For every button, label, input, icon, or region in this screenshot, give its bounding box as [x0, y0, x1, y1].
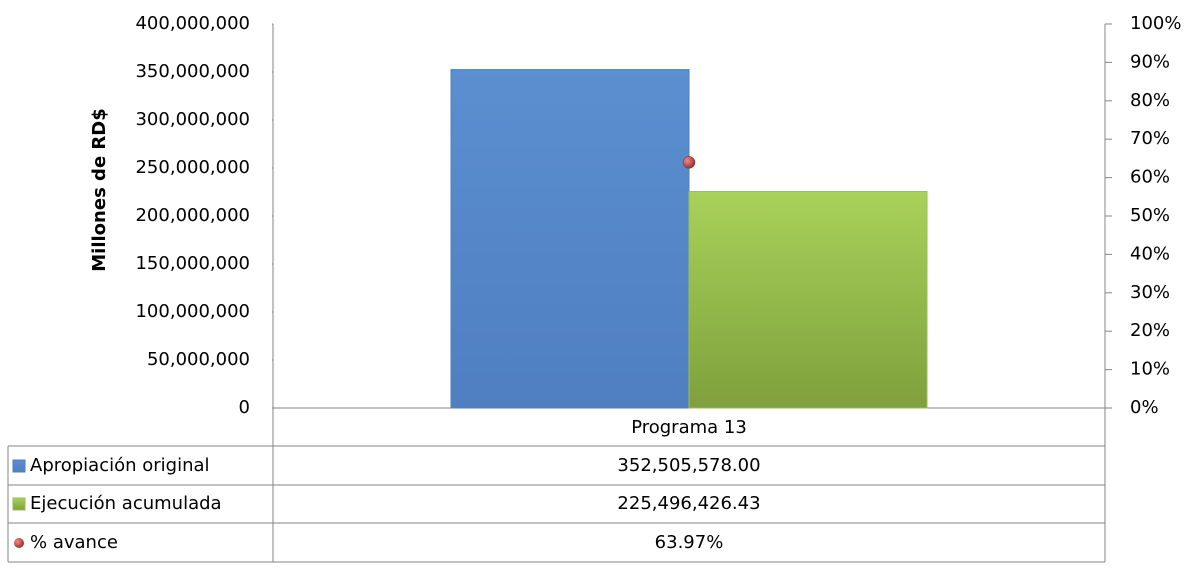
- table-value: 352,505,578.00: [617, 455, 760, 476]
- bar: [688, 191, 928, 409]
- y2-tick-label: 100%: [1130, 13, 1181, 34]
- legend-key: [12, 497, 26, 511]
- y-tick-label: 150,000,000: [135, 253, 250, 274]
- y2-tick-label: 80%: [1130, 90, 1170, 111]
- y2-tick-label: 30%: [1130, 282, 1170, 303]
- data-table: [7, 445, 1105, 563]
- y2-tick-label: 90%: [1130, 51, 1170, 72]
- x-tick-label: Programa 13: [631, 417, 747, 438]
- y2-tick-label: 0%: [1130, 397, 1159, 418]
- y-tick-label: 350,000,000: [135, 61, 250, 82]
- y-tick-label: 400,000,000: [135, 13, 250, 34]
- legend-key: [12, 459, 26, 473]
- y-tick-label: 250,000,000: [135, 157, 250, 178]
- y2-tick-label: 40%: [1130, 243, 1170, 264]
- legend-key: [14, 538, 24, 548]
- y-tick-label: 50,000,000: [147, 349, 250, 370]
- y-tick-label: 200,000,000: [135, 205, 250, 226]
- table-value: 225,496,426.43: [617, 493, 760, 514]
- table-value: 63.97%: [655, 532, 724, 553]
- y-tick-label: 0: [239, 397, 250, 418]
- y-tick-label: 100,000,000: [135, 301, 250, 322]
- y2-tick-label: 20%: [1130, 320, 1170, 341]
- bar: [450, 69, 690, 409]
- y2-tick-label: 10%: [1130, 359, 1170, 380]
- legend-label: % avance: [30, 532, 118, 553]
- y-axis-label: Millones de RD$: [89, 108, 110, 271]
- y2-tick-label: 70%: [1130, 128, 1170, 149]
- legend-label: Apropiación original: [30, 455, 210, 476]
- legend-label: Ejecución acumulada: [30, 493, 222, 514]
- y-tick-label: 300,000,000: [135, 109, 250, 130]
- y2-tick-label: 50%: [1130, 205, 1170, 226]
- point: [682, 156, 696, 169]
- y2-tick-label: 60%: [1130, 167, 1170, 188]
